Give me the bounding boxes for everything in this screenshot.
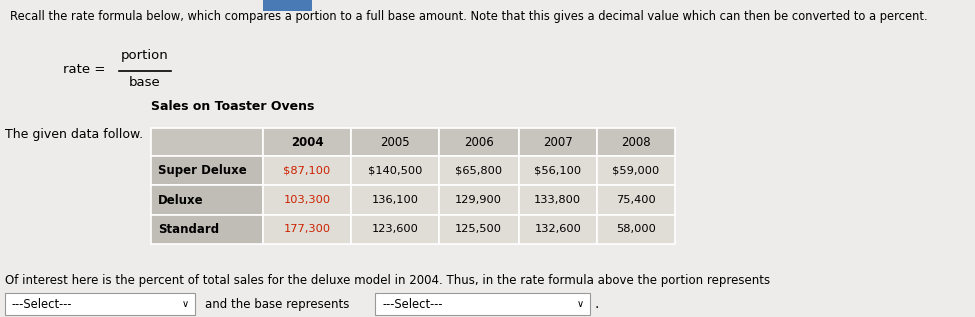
Text: The given data follow.: The given data follow. [5, 128, 143, 141]
Bar [263, 156, 351, 185]
Text: 103,300: 103,300 [284, 195, 331, 205]
Bar [351, 128, 439, 156]
Bar [151, 185, 263, 215]
Bar [263, 0, 312, 11]
Text: portion: portion [121, 49, 169, 62]
Bar [263, 185, 351, 215]
Text: .: . [595, 297, 599, 311]
Text: 136,100: 136,100 [371, 195, 418, 205]
Text: ---Select---: ---Select--- [382, 297, 443, 311]
Bar [5, 293, 195, 315]
Bar [151, 215, 263, 244]
Text: 2005: 2005 [380, 136, 410, 149]
Text: 132,600: 132,600 [534, 224, 581, 234]
Text: 129,900: 129,900 [455, 195, 502, 205]
Bar [151, 156, 263, 185]
Text: Sales on Toaster Ovens: Sales on Toaster Ovens [151, 100, 315, 113]
Text: $140,500: $140,500 [368, 166, 422, 176]
Text: Recall the rate formula below, which compares a portion to a full base amount. N: Recall the rate formula below, which com… [10, 10, 927, 23]
Text: 2006: 2006 [464, 136, 493, 149]
Bar [519, 215, 597, 244]
Text: $59,000: $59,000 [612, 166, 659, 176]
Bar [351, 215, 439, 244]
Text: rate =: rate = [63, 63, 105, 76]
Text: 2007: 2007 [543, 136, 572, 149]
Bar [597, 215, 675, 244]
Text: 2004: 2004 [291, 136, 324, 149]
Bar [439, 128, 519, 156]
Text: Of interest here is the percent of total sales for the deluxe model in 2004. Thu: Of interest here is the percent of total… [5, 274, 770, 287]
Bar [519, 156, 597, 185]
Text: base: base [129, 76, 161, 89]
Text: 133,800: 133,800 [534, 195, 581, 205]
Text: ∨: ∨ [181, 299, 189, 309]
Text: $65,800: $65,800 [455, 166, 502, 176]
Text: $87,100: $87,100 [284, 166, 331, 176]
Text: 125,500: 125,500 [455, 224, 502, 234]
Text: and the base represents: and the base represents [205, 297, 349, 311]
Bar [597, 156, 675, 185]
Text: 177,300: 177,300 [284, 224, 331, 234]
Text: ---Select---: ---Select--- [12, 297, 72, 311]
Bar [519, 128, 597, 156]
Text: 75,400: 75,400 [616, 195, 655, 205]
Text: 123,600: 123,600 [371, 224, 418, 234]
Bar [351, 156, 439, 185]
Bar [439, 156, 519, 185]
Bar [263, 128, 351, 156]
Bar [151, 128, 263, 156]
Text: $56,100: $56,100 [534, 166, 581, 176]
Bar [439, 185, 519, 215]
Text: Standard: Standard [158, 223, 219, 236]
Text: 2008: 2008 [621, 136, 650, 149]
Bar [351, 185, 439, 215]
Text: 58,000: 58,000 [616, 224, 655, 234]
Text: ∨: ∨ [576, 299, 584, 309]
Text: Super Deluxe: Super Deluxe [158, 164, 247, 178]
Text: Deluxe: Deluxe [158, 193, 204, 207]
Bar [263, 215, 351, 244]
Bar [519, 185, 597, 215]
Bar [597, 185, 675, 215]
Bar [439, 215, 519, 244]
Bar [597, 128, 675, 156]
Bar [375, 293, 590, 315]
